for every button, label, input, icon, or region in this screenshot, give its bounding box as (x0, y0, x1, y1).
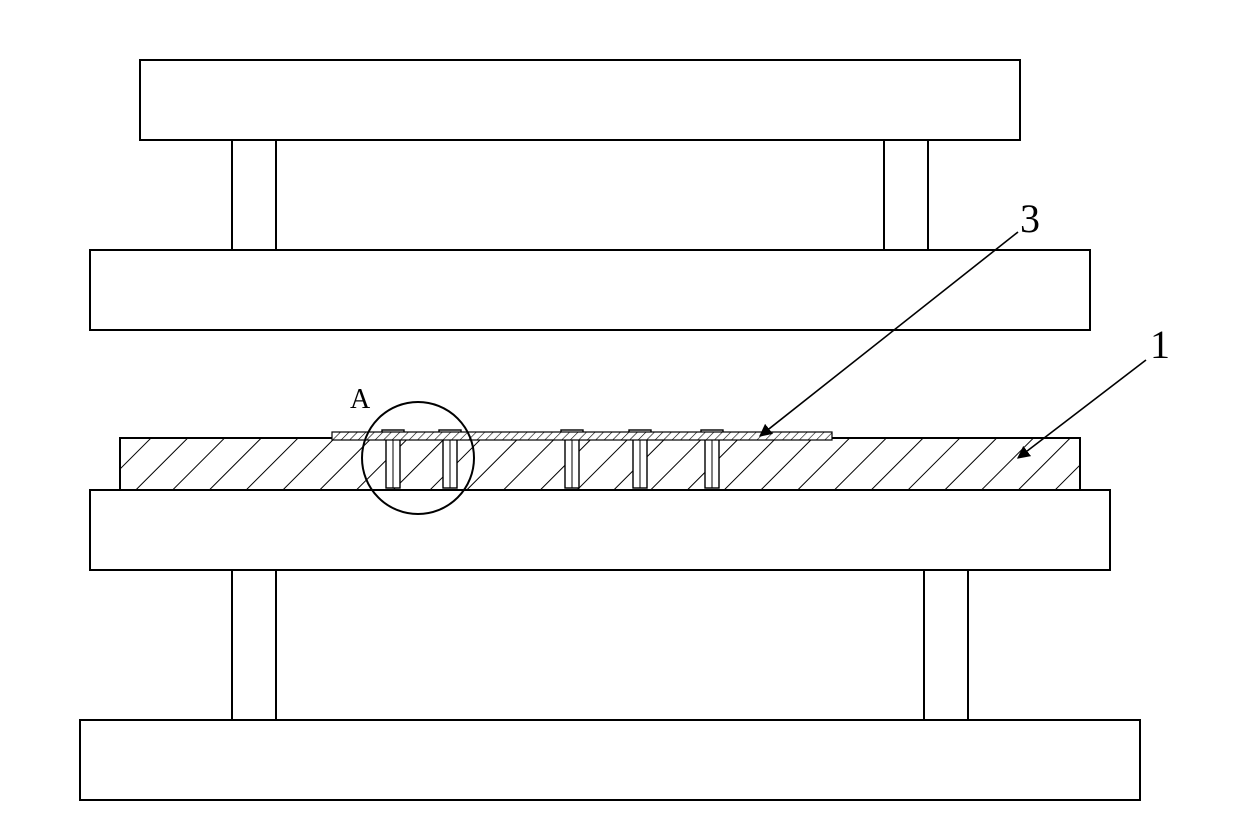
base-plate (80, 720, 1140, 800)
workpiece-plate (120, 438, 1080, 490)
top-leg-right (884, 140, 928, 250)
top-strip (332, 432, 832, 440)
lower-plate (90, 490, 1110, 570)
label-L1-label: 1 (1150, 322, 1170, 367)
bottom-leg-right (924, 570, 968, 720)
upper-die (90, 250, 1090, 330)
label-L1-leader (1018, 360, 1146, 458)
bottom-leg-left (232, 570, 276, 720)
top-plate (140, 60, 1020, 140)
top-leg-left (232, 140, 276, 250)
label-L3-label: 3 (1020, 196, 1040, 241)
label-A-label: A (350, 384, 371, 415)
